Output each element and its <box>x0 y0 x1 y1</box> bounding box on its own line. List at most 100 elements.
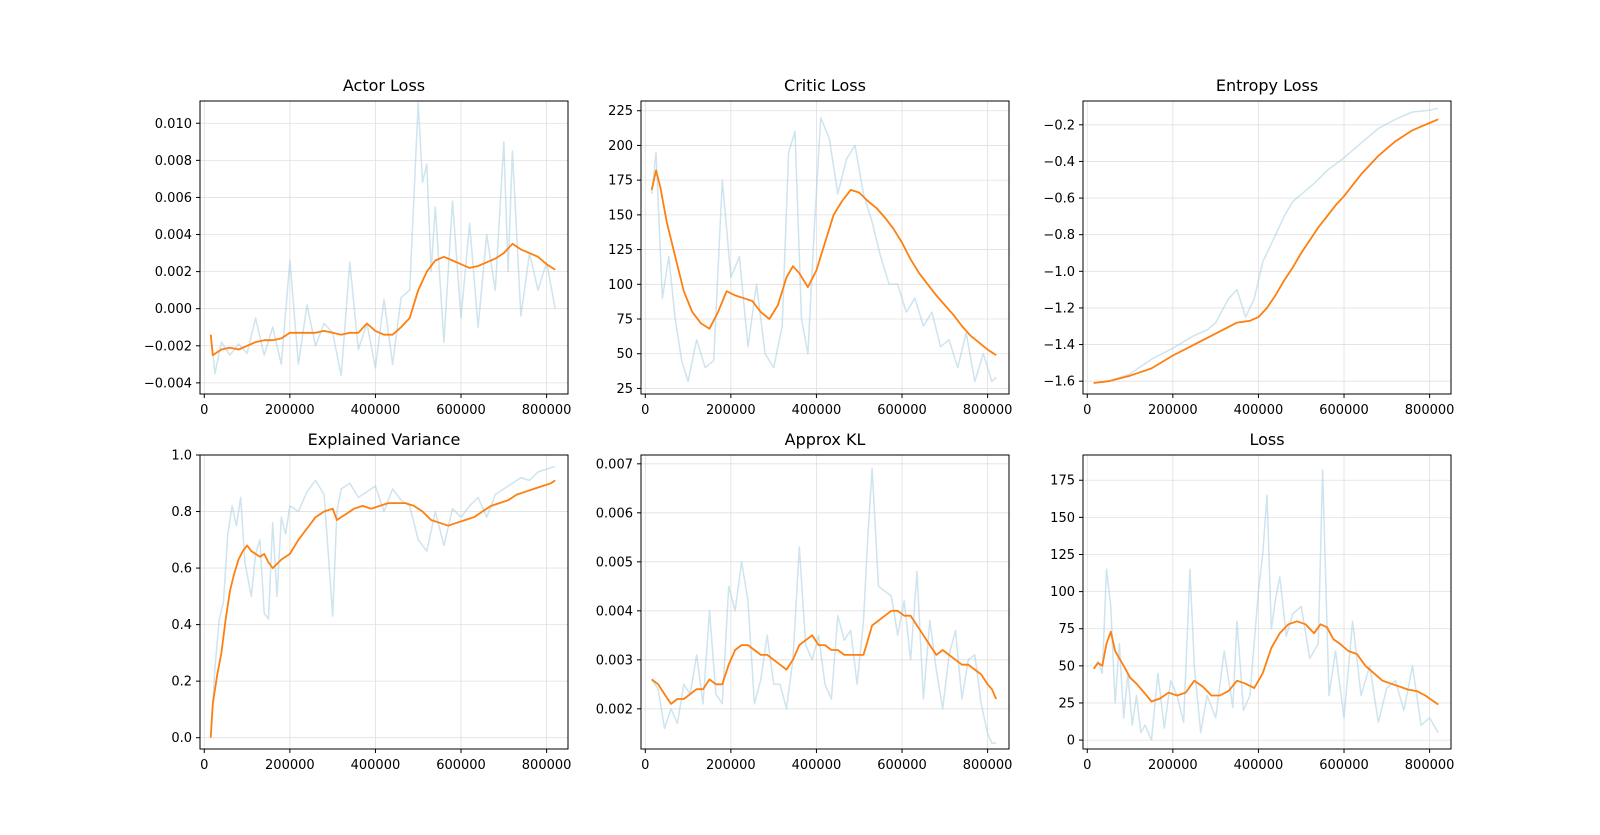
y-tick-label: 150 <box>1050 511 1075 526</box>
x-tick-label: 0 <box>641 758 649 773</box>
x-tick-label: 400000 <box>1234 758 1284 773</box>
x-tick-label: 200000 <box>265 403 315 418</box>
critic-loss-chart: Critic Loss 0 200000 400000 600000 800000 25 50… <box>608 76 1012 418</box>
y-tick-label: 0.010 <box>155 117 192 132</box>
y-tick-label: 50 <box>1058 659 1075 674</box>
entropy-loss-smoothed-line <box>1093 118 1439 384</box>
approx-kl-title: Approx KL <box>785 430 866 449</box>
critic-loss-smoothed-line <box>650 169 997 356</box>
x-tick-label: 400000 <box>792 403 842 418</box>
y-tick-label: 125 <box>1050 548 1075 563</box>
y-tick-label: −1.6 <box>1043 375 1075 390</box>
y-tick-label: 25 <box>1058 696 1075 711</box>
y-tick-label: −1.0 <box>1043 265 1075 280</box>
explained-variance-chart: Explained Variance 0 200000 400000 600000 800… <box>171 430 571 773</box>
critic-loss-axes-frame <box>640 100 1010 395</box>
approx-kl-smoothed-line <box>651 609 998 705</box>
y-tick-label: 150 <box>608 208 633 223</box>
y-tick-label: −1.2 <box>1043 301 1075 316</box>
y-tick-label: 0.002 <box>155 265 192 280</box>
actor-loss-smoothed-line <box>209 242 556 357</box>
y-tick-label: 0.008 <box>155 154 192 169</box>
y-tick-label: −0.2 <box>1043 118 1075 133</box>
loss-title: Loss <box>1249 430 1284 449</box>
y-tick-label: 0 <box>1067 734 1075 749</box>
y-tick-label: −1.4 <box>1043 338 1075 353</box>
entropy-loss-title: Entropy Loss <box>1216 76 1318 95</box>
x-tick-label: 800000 <box>963 403 1013 418</box>
y-tick-label: −0.8 <box>1043 228 1075 243</box>
actor-loss-chart: Actor Loss 0 200000 400000 600000 800000 −0.00… <box>144 76 572 418</box>
loss-axes-frame <box>1082 454 1452 750</box>
y-tick-label: 1.0 <box>171 449 192 464</box>
x-tick-label: 400000 <box>351 403 401 418</box>
x-tick-label: 200000 <box>706 403 756 418</box>
subplots-grid: Actor Loss 0 200000 400000 600000 800000 −0.00… <box>144 76 1455 773</box>
y-tick-label: −0.6 <box>1043 192 1075 207</box>
x-tick-label: 400000 <box>1234 403 1284 418</box>
y-tick-label: −0.4 <box>1043 155 1075 170</box>
y-tick-label: 175 <box>1050 474 1075 489</box>
y-tick-label: 100 <box>608 278 633 293</box>
y-tick-label: 0.004 <box>596 604 633 619</box>
loss-raw-line <box>1093 469 1439 741</box>
y-tick-label: 0.8 <box>171 505 192 520</box>
y-tick-label: 125 <box>608 243 633 258</box>
x-tick-label: 0 <box>200 403 208 418</box>
x-tick-label: 400000 <box>351 758 401 773</box>
actor-loss-raw-line <box>209 102 556 377</box>
x-tick-label: 0 <box>200 758 208 773</box>
y-tick-label: 0.000 <box>155 302 192 317</box>
actor-loss-title: Actor Loss <box>343 76 425 95</box>
y-tick-label: 100 <box>1050 585 1075 600</box>
loss-smoothed-line <box>1092 620 1439 706</box>
x-tick-label: 800000 <box>1405 758 1455 773</box>
explained-variance-axes-frame <box>199 454 569 750</box>
y-tick-label: 0.006 <box>596 506 633 521</box>
y-tick-label: 0.005 <box>596 555 633 570</box>
explained-variance-title: Explained Variance <box>308 430 461 449</box>
explained-variance-smoothed-line <box>209 479 556 738</box>
critic-loss-title: Critic Loss <box>784 76 866 95</box>
x-tick-label: 200000 <box>706 758 756 773</box>
entropy-loss-axes-frame <box>1082 100 1452 395</box>
x-tick-label: 800000 <box>963 758 1013 773</box>
y-tick-label: 75 <box>616 313 633 328</box>
y-tick-label: 175 <box>608 174 633 189</box>
y-tick-label: 225 <box>608 104 633 119</box>
entropy-loss-raw-line <box>1093 107 1439 384</box>
loss-chart: Loss 0 200000 400000 600000 800000 0 25 50 75 100 1… <box>1050 430 1454 773</box>
x-tick-label: 600000 <box>1319 403 1369 418</box>
x-tick-label: 800000 <box>522 403 572 418</box>
x-tick-label: 0 <box>1083 403 1091 418</box>
y-tick-label: 0.006 <box>155 191 192 206</box>
x-tick-label: 0 <box>641 403 649 418</box>
x-tick-label: 800000 <box>1405 403 1455 418</box>
critic-loss-raw-line <box>650 116 997 383</box>
x-tick-label: 400000 <box>792 758 842 773</box>
y-tick-label: 0.6 <box>171 562 192 577</box>
x-tick-label: 200000 <box>1148 758 1198 773</box>
x-tick-label: 200000 <box>1148 403 1198 418</box>
x-tick-label: 600000 <box>877 403 927 418</box>
y-tick-label: −0.002 <box>144 339 192 354</box>
entropy-loss-chart: Entropy Loss 0 200000 400000 600000 800000 −1.… <box>1043 76 1454 418</box>
y-tick-label: 0.002 <box>596 702 633 717</box>
y-tick-label: 0.2 <box>171 675 192 690</box>
y-tick-label: 0.4 <box>171 618 192 633</box>
x-tick-label: 600000 <box>436 403 486 418</box>
approx-kl-axes-frame <box>640 454 1010 750</box>
y-tick-label: 25 <box>616 382 633 397</box>
approx-kl-chart: Approx KL 0 200000 400000 600000 800000 0.002 0… <box>596 430 1013 773</box>
x-tick-label: 200000 <box>265 758 315 773</box>
x-tick-label: 600000 <box>877 758 927 773</box>
x-tick-label: 800000 <box>522 758 572 773</box>
x-tick-label: 0 <box>1083 758 1091 773</box>
y-tick-label: −0.004 <box>144 376 192 391</box>
x-tick-label: 600000 <box>436 758 486 773</box>
x-tick-label: 600000 <box>1319 758 1369 773</box>
y-tick-label: 50 <box>616 347 633 362</box>
approx-kl-raw-line <box>651 467 997 744</box>
